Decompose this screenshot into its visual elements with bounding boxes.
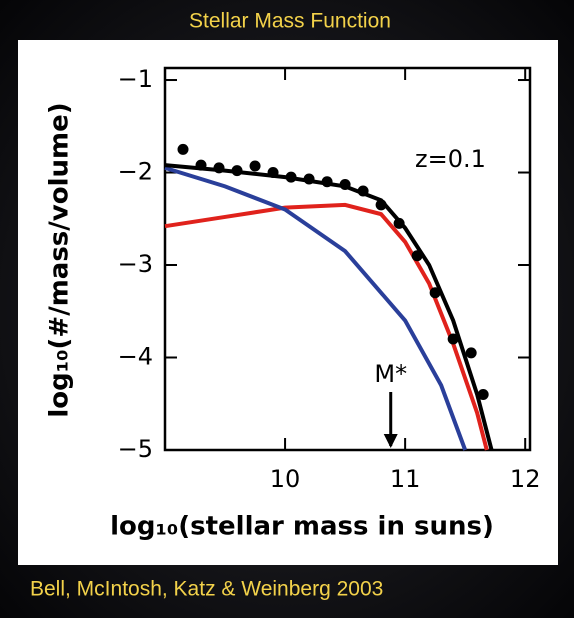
data-point [376,199,387,210]
redshift-label: z=0.1 [415,145,486,173]
x-axis-label: log₁₀(stellar mass in suns) [110,512,494,542]
x-tick-label: 12 [510,465,541,493]
data-point [250,161,261,172]
data-point [232,165,243,176]
source: Bell, McIntosh, Katz & Weinberg 2003 [30,578,383,601]
y-tick-label: −1 [118,65,153,93]
data-point [358,186,369,197]
m-star-label: M* [374,360,407,388]
y-tick-label: −4 [118,343,153,371]
y-tick-label: −3 [118,250,153,278]
slide-title: Stellar Mass Function [189,10,391,33]
data-point [340,179,351,190]
x-tick-label: 10 [270,465,301,493]
data-point [286,172,297,183]
data-point [430,287,441,298]
x-tick-label: 11 [390,465,421,493]
y-axis-label: log₁₀(#/mass/volume) [45,102,75,417]
data-point [214,162,225,173]
y-tick-label: −5 [118,435,153,463]
data-point [448,334,459,345]
data-point [304,173,315,184]
y-tick-label: −2 [118,158,153,186]
data-point [322,176,333,187]
data-point [178,144,189,155]
data-point [268,167,279,178]
slide: Stellar Mass Function Bell, McIntosh, Ka… [0,0,574,618]
data-point [196,160,207,171]
data-point [466,347,477,358]
data-point [412,250,423,261]
data-point [394,218,405,229]
data-point [478,389,489,400]
